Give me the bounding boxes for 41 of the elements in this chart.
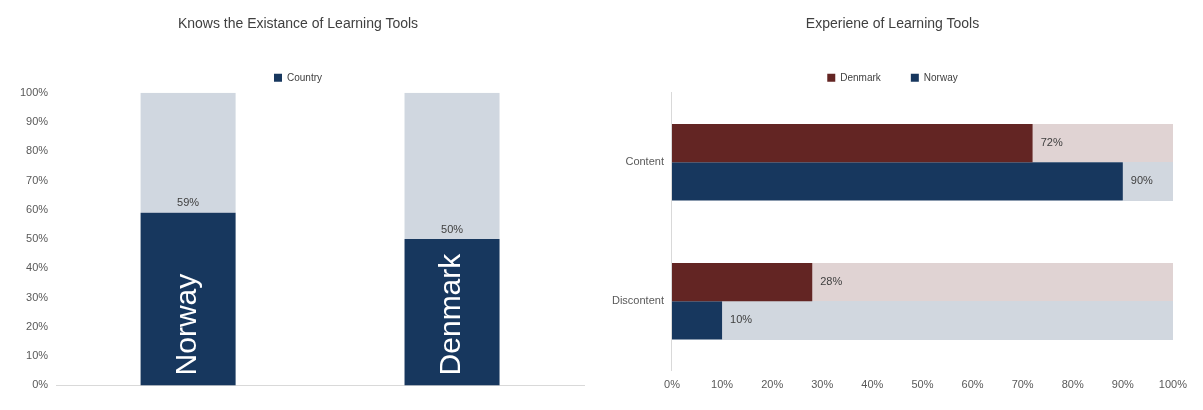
y-tick-label: Discontent [611,294,664,307]
chart-title: Experiene of Learning Tools [805,15,980,32]
x-tick-label: 70% [1011,378,1034,391]
data-label: 59% [177,196,200,209]
legend-label: Country [286,71,323,83]
data-label: 50% [441,222,464,235]
x-tick-label: 60% [961,378,984,391]
bar [404,92,500,240]
y-tick-label: 40% [26,261,49,274]
bar [404,239,500,386]
legend-label: Denmark [840,71,882,83]
category-label: Denmark [433,253,467,376]
chart-title: Knows the Existance of Learning Tools [177,15,419,32]
data-label: 10% [730,313,753,326]
bar [671,301,723,340]
data-label: 28% [820,275,843,288]
y-tick-label: 30% [26,290,49,303]
x-tick-label: 20% [761,378,784,391]
category-label: Norway [169,273,203,376]
data-label: 72% [1040,136,1063,149]
x-tick-label: 30% [811,378,834,391]
x-tick-label: 80% [1061,378,1084,391]
y-tick-label: 20% [26,319,49,332]
x-tick-label: 50% [911,378,934,391]
x-tick-label: 0% [664,378,681,391]
y-tick-label: 50% [26,232,49,245]
y-tick-label: 10% [26,349,49,362]
data-label: 90% [1130,174,1154,187]
y-tick-label: 80% [26,144,49,157]
legend-label: Norway [923,71,958,83]
y-tick-label: 90% [26,115,49,128]
x-tick-label: 10% [711,378,734,391]
x-tick-label: 100% [1158,378,1188,391]
x-tick-label: 40% [861,378,884,391]
x-tick-label: 90% [1111,378,1135,391]
y-tick-label: 70% [26,173,49,186]
y-tick-label: Content [625,155,664,168]
y-tick-label: 100% [19,85,49,98]
bar [140,92,236,213]
bar [140,212,236,386]
y-tick-label: 60% [26,202,49,215]
